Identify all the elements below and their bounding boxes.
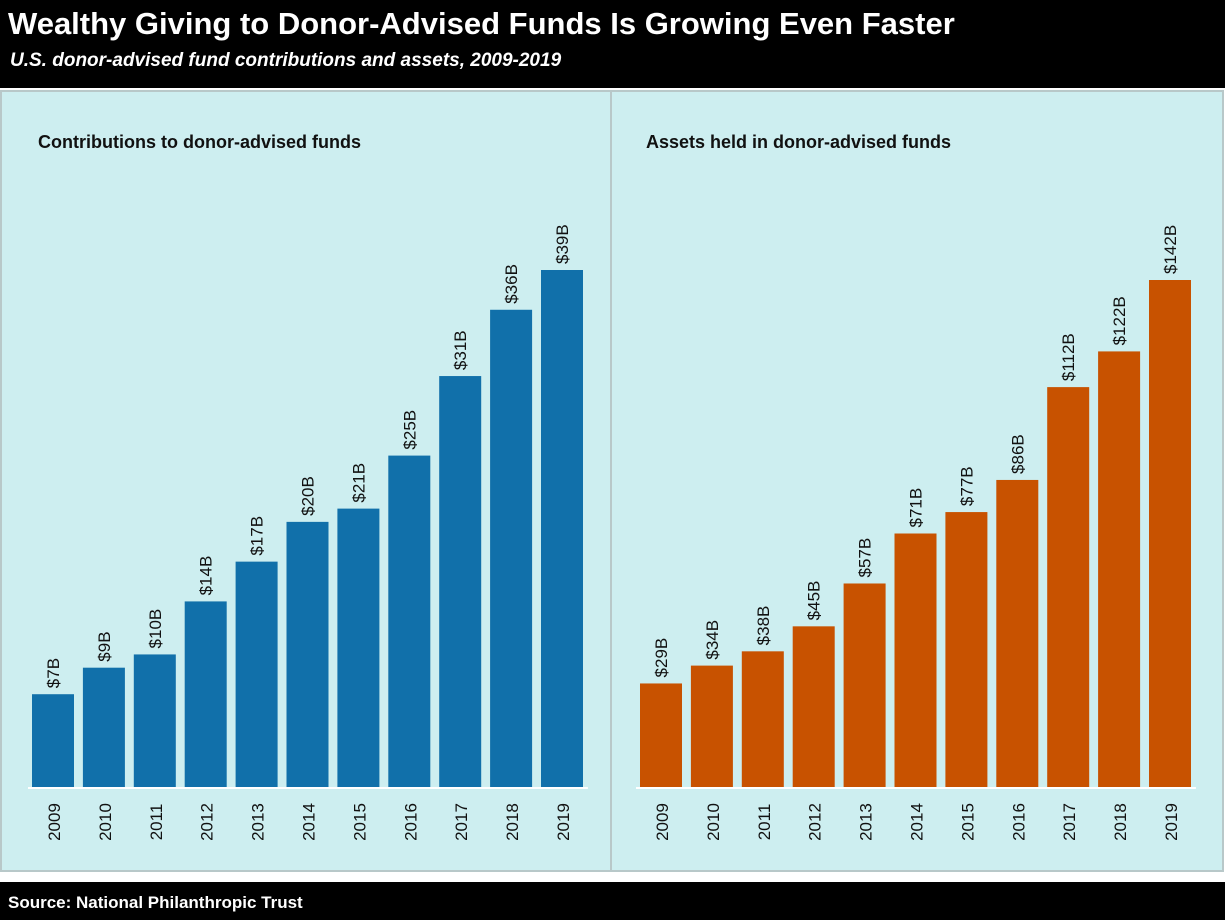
x-tick-label: 2015 bbox=[958, 803, 977, 841]
value-label: $122B bbox=[1110, 296, 1129, 345]
footer bbox=[0, 882, 1225, 920]
header bbox=[0, 0, 1225, 88]
value-label: $17B bbox=[248, 516, 267, 556]
source: Source: National Philanthropic Trust bbox=[8, 893, 303, 912]
bar bbox=[1047, 387, 1090, 787]
value-label: $14B bbox=[197, 556, 216, 596]
bar bbox=[184, 601, 227, 787]
page-title: Wealthy Giving to Donor-Advised Funds Is… bbox=[8, 6, 955, 41]
bar bbox=[82, 667, 125, 787]
x-tick-label: 2010 bbox=[704, 803, 723, 841]
value-label: $10B bbox=[146, 609, 165, 649]
bar bbox=[843, 583, 886, 787]
bar bbox=[235, 561, 278, 787]
value-label: $9B bbox=[95, 631, 114, 661]
value-label: $21B bbox=[349, 463, 368, 503]
x-tick-label: 2013 bbox=[857, 803, 876, 841]
bar bbox=[286, 521, 329, 787]
value-label: $25B bbox=[400, 410, 419, 450]
bar bbox=[439, 376, 482, 787]
x-tick-label: 2015 bbox=[350, 803, 369, 841]
x-tick-label: 2019 bbox=[554, 803, 573, 841]
value-label: $36B bbox=[502, 264, 521, 304]
page-subtitle: U.S. donor-advised fund contributions an… bbox=[10, 50, 562, 71]
panel-title: Contributions to donor-advised funds bbox=[38, 132, 361, 152]
bar bbox=[541, 270, 583, 787]
x-tick-label: 2017 bbox=[1060, 803, 1079, 841]
x-tick-label: 2014 bbox=[908, 803, 927, 841]
bar bbox=[388, 455, 431, 787]
x-tick-label: 2016 bbox=[401, 803, 420, 841]
bar bbox=[792, 626, 835, 787]
value-label: $112B bbox=[1059, 333, 1078, 381]
value-label: $39B bbox=[553, 224, 572, 264]
x-tick-label: 2018 bbox=[1111, 803, 1130, 841]
bar bbox=[690, 665, 733, 787]
value-label: $57B bbox=[856, 538, 875, 578]
x-tick-label: 2016 bbox=[1009, 803, 1028, 841]
x-tick-label: 2011 bbox=[755, 804, 774, 841]
x-tick-label: 2012 bbox=[806, 803, 825, 841]
bar bbox=[490, 309, 533, 787]
x-tick-label: 2011 bbox=[147, 804, 166, 841]
value-label: $20B bbox=[299, 476, 318, 516]
bar bbox=[996, 479, 1039, 787]
bar bbox=[894, 533, 937, 787]
bar bbox=[1149, 280, 1191, 787]
value-label: $45B bbox=[805, 581, 824, 621]
x-tick-label: 2019 bbox=[1162, 803, 1181, 841]
x-tick-label: 2010 bbox=[96, 803, 115, 841]
value-label: $38B bbox=[754, 606, 773, 646]
x-tick-label: 2012 bbox=[198, 803, 217, 841]
bar bbox=[133, 654, 176, 787]
value-label: $71B bbox=[907, 488, 926, 528]
x-tick-label: 2013 bbox=[249, 803, 268, 841]
panel-title: Assets held in donor-advised funds bbox=[646, 132, 951, 152]
value-label: $86B bbox=[1008, 434, 1027, 474]
value-label: $31B bbox=[451, 330, 470, 370]
x-tick-label: 2009 bbox=[45, 803, 64, 841]
bar bbox=[741, 651, 784, 787]
value-label: $7B bbox=[44, 658, 63, 688]
x-tick-label: 2018 bbox=[503, 803, 522, 841]
value-label: $142B bbox=[1161, 225, 1180, 274]
value-label: $29B bbox=[652, 638, 671, 678]
x-tick-label: 2017 bbox=[452, 803, 471, 841]
x-tick-label: 2009 bbox=[653, 803, 672, 841]
bar bbox=[32, 694, 74, 787]
bar bbox=[1098, 351, 1141, 787]
value-label: $34B bbox=[703, 620, 722, 660]
value-label: $77B bbox=[957, 466, 976, 506]
bar bbox=[337, 508, 380, 787]
bar bbox=[640, 683, 682, 787]
x-tick-label: 2014 bbox=[300, 803, 319, 841]
bar bbox=[945, 512, 988, 787]
